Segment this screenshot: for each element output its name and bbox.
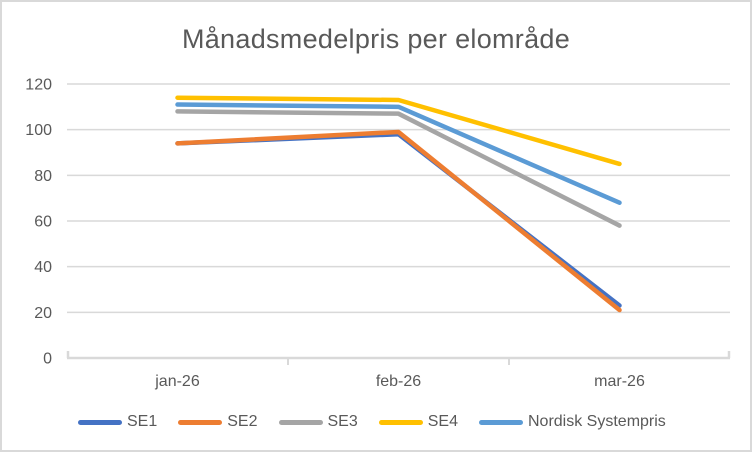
y-tick-label: 120 [25,77,52,94]
series-line-se3 [175,109,622,228]
legend-item-se3: SE3 [278,413,358,431]
chart-title: Månadsmedelpris per elområde [181,24,571,54]
legend-item-se4: SE4 [378,413,458,431]
chart-legend: SE1 SE2 SE3 SE4 Nordisk Systempris [78,413,666,431]
legend-label: Nordisk Systempris [528,413,666,430]
y-tick-label: 0 [43,351,52,368]
legend-item-se2: SE2 [178,413,258,431]
legend-label: SE2 [227,413,258,430]
y-tick-label: 100 [25,122,52,139]
series-line-nordisk-systempris [175,102,622,205]
x-tick-label: jan-26 [154,373,200,390]
legend-label: SE4 [427,413,458,430]
y-tick-label: 20 [34,305,52,322]
legend-swatch-icon [479,419,523,425]
series-line-se2 [175,129,622,313]
y-tick-label: 60 [34,214,52,231]
legend-swatch-icon [78,419,122,425]
legend-swatch-icon [278,419,323,425]
y-tick-label: 40 [34,259,52,276]
legend-label: SE1 [127,413,158,430]
x-tick-label: feb-26 [376,373,421,390]
legend-swatch-icon [178,419,223,425]
series-line-se4 [175,95,622,167]
series-line-se1 [175,131,622,308]
legend-item-nordisk-systempris: Nordisk Systempris [479,413,666,431]
x-tick-label: mar-26 [594,373,645,390]
legend-swatch-icon [378,419,423,425]
legend-item-se1: SE1 [78,413,157,431]
y-tick-label: 80 [34,168,52,185]
legend-label: SE3 [327,413,358,430]
